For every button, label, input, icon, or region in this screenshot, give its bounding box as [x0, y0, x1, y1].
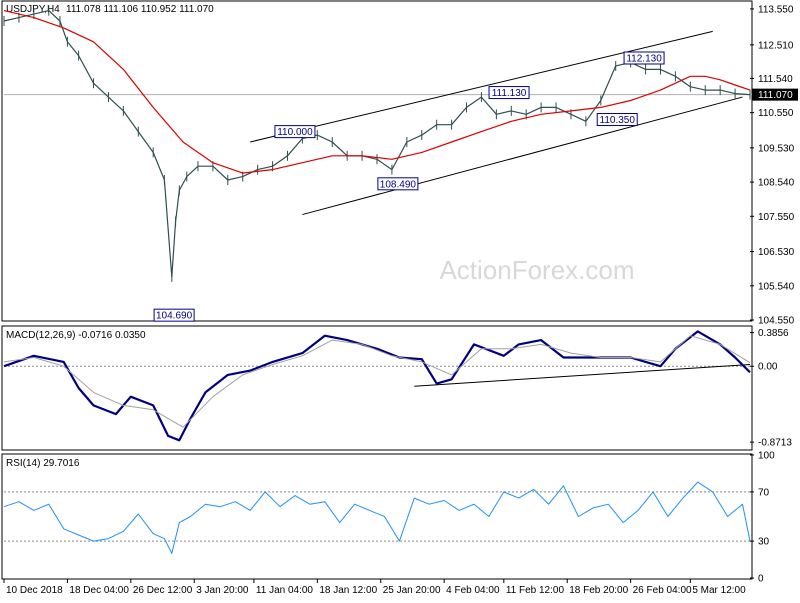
x-tick-label: 5 Mar 12:00	[692, 585, 746, 596]
rsi-ytick-label: 30	[758, 537, 770, 548]
price-ytick-label: 110.550	[758, 108, 794, 119]
price-level-label: 110.000	[277, 127, 313, 138]
price-level-label: 111.130	[492, 88, 527, 99]
macd-signal-line	[3, 335, 751, 428]
price-level-label-box	[596, 113, 638, 127]
x-tick-label: 18 Jan 12:00	[319, 585, 377, 596]
rsi-rsi-line	[3, 481, 751, 554]
x-tick-label: 26 Feb 04:00	[633, 585, 692, 596]
macd-ytick-label: 0.00	[758, 362, 778, 373]
price-level-label: 112.130	[626, 53, 662, 64]
x-axis-layer: 10 Dec 2018 18 Dec 04:00 26 Dec 12:00 3 Jan…	[3, 579, 746, 596]
price-ytick-label: 104.550	[758, 316, 795, 327]
x-tick-label: 25 Jan 20:00	[383, 585, 441, 596]
price-level-label-box	[377, 177, 419, 191]
rsi-panel-frame	[1, 453, 753, 580]
price-ytick-label: 105.540	[758, 281, 795, 292]
price-moving-average-line	[3, 10, 751, 174]
rsi-ytick-label: 100	[758, 451, 775, 462]
macd-trendline	[414, 363, 751, 387]
price-ytick-label: 111.540	[758, 74, 793, 85]
price-price-line	[3, 10, 751, 278]
x-tick-label: 18 Feb 20:00	[569, 585, 628, 596]
price-chart-title: USDJPY,H4	[6, 4, 60, 15]
price-ytick-label: 108.540	[758, 178, 795, 189]
price-level-label-box	[153, 308, 195, 322]
x-tick-label: 11 Jan 04:00	[256, 585, 314, 596]
x-tick-label: 10 Dec 2018	[6, 585, 63, 596]
macd-title: MACD(12,26,9) -0.0716 0.0350	[6, 330, 146, 341]
price-level-label-box	[488, 86, 530, 100]
price-level-label: 104.690	[156, 311, 193, 322]
chart-ticks-layer: 113.550 112.510 111.540 110.550 109.530 108.5…	[750, 4, 798, 585]
rsi-ytick-label: 70	[758, 487, 770, 498]
price-ytick-label: 107.550	[758, 212, 795, 223]
price-ytick-label: 112.510	[758, 40, 794, 51]
chart-lines-layer	[4, 30, 752, 542]
current-price-tag	[752, 88, 798, 101]
macd-macd-line	[3, 330, 751, 442]
x-tick-label: 4 Feb 04:00	[446, 585, 500, 596]
upper-channel	[250, 30, 713, 143]
price-level-label-box	[274, 125, 316, 139]
rsi-title: RSI(14) 29.7016	[6, 458, 80, 469]
lower-channel	[302, 96, 743, 216]
x-tick-label: 18 Dec 04:00	[69, 585, 129, 596]
x-tick-label: 11 Feb 12:00	[506, 585, 565, 596]
price-ytick-label: 109.530	[758, 143, 795, 154]
price-level-label: 110.350	[600, 115, 636, 126]
price-ytick-label: 106.530	[758, 247, 795, 258]
watermark: ActionForex.com	[439, 255, 634, 285]
x-tick-label: 26 Dec 12:00	[133, 585, 193, 596]
price-level-label: 108.490	[380, 179, 417, 190]
macd-ytick-label: 0.3856	[758, 328, 789, 339]
macd-ytick-label: -0.8713	[758, 438, 792, 449]
price-ohlc-readout: 111.078 111.106 110.952 111.070	[66, 4, 214, 15]
chart-annotations-layer: 104.690 110.000 108.490 111.130 110.350 112.1…	[153, 51, 665, 322]
price-ytick-label: 113.550	[758, 4, 794, 15]
price-level-label-box	[623, 51, 665, 65]
chart-series-layer	[3, 5, 751, 554]
price-panel-frame	[1, 0, 753, 322]
macd-panel-frame	[1, 325, 753, 451]
rsi-ytick-label: 0	[758, 574, 764, 585]
current-price-label: 111.070	[758, 90, 793, 101]
x-tick-label: 3 Jan 20:00	[196, 585, 249, 596]
